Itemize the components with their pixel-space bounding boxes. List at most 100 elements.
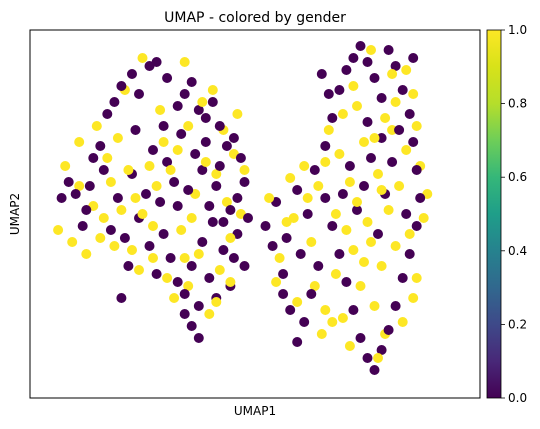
point-value-0: [218, 245, 229, 255]
point-value-1: [67, 237, 78, 247]
point-value-1: [383, 205, 394, 215]
point-value-0: [397, 273, 408, 283]
colorbar-tick-label: 0.8: [508, 97, 527, 111]
point-value-1: [74, 137, 85, 147]
point-value-0: [348, 53, 359, 63]
point-value-0: [278, 289, 289, 299]
point-value-0: [362, 353, 373, 363]
point-value-0: [151, 269, 162, 279]
point-value-0: [207, 97, 218, 107]
point-value-0: [302, 209, 313, 219]
point-value-0: [197, 165, 208, 175]
point-value-1: [116, 205, 127, 215]
point-value-0: [239, 261, 250, 271]
colorbar-tick-label: 0.2: [508, 317, 527, 331]
point-value-1: [179, 253, 190, 263]
point-value-0: [299, 317, 310, 327]
point-value-0: [155, 197, 166, 207]
point-value-1: [274, 253, 285, 263]
point-value-1: [359, 257, 369, 267]
point-value-0: [193, 301, 204, 311]
point-value-0: [176, 129, 187, 139]
point-value-1: [359, 137, 369, 147]
point-value-0: [179, 309, 190, 319]
point-value-0: [207, 217, 218, 227]
point-value-0: [200, 137, 211, 147]
point-value-0: [179, 289, 190, 299]
point-value-0: [130, 125, 141, 135]
point-value-1: [183, 121, 194, 131]
point-value-0: [235, 153, 246, 163]
point-value-0: [341, 65, 352, 75]
point-value-0: [116, 293, 127, 303]
point-value-0: [179, 89, 190, 99]
point-value-0: [309, 165, 320, 175]
point-value-1: [179, 57, 190, 67]
point-value-0: [183, 185, 194, 195]
point-value-1: [60, 161, 71, 171]
point-value-1: [148, 221, 158, 231]
point-value-1: [408, 89, 419, 99]
point-value-1: [169, 293, 180, 303]
point-value-1: [155, 105, 166, 115]
point-value-0: [376, 345, 387, 355]
point-value-0: [134, 89, 144, 99]
point-value-1: [211, 169, 222, 179]
point-value-1: [109, 241, 120, 251]
plot-frame: [29, 29, 481, 399]
point-value-0: [228, 253, 239, 263]
point-value-1: [348, 81, 359, 91]
colorbar-tick-label: 0.4: [508, 244, 527, 258]
point-value-1: [387, 125, 398, 135]
point-value-0: [81, 205, 92, 215]
point-value-1: [225, 233, 236, 243]
point-value-1: [348, 245, 359, 255]
point-value-0: [123, 261, 134, 271]
point-value-0: [415, 193, 426, 203]
point-value-0: [158, 121, 169, 131]
point-value-1: [200, 157, 211, 167]
point-value-1: [183, 281, 194, 291]
point-value-1: [355, 281, 366, 291]
point-value-0: [327, 113, 338, 123]
point-value-1: [95, 233, 106, 243]
point-value-0: [408, 137, 419, 147]
point-value-1: [158, 137, 169, 147]
point-value-1: [334, 149, 345, 159]
point-value-1: [302, 193, 313, 203]
point-value-1: [327, 317, 338, 327]
point-value-0: [383, 325, 394, 335]
point-value-0: [334, 85, 345, 95]
point-value-0: [197, 237, 208, 247]
point-value-0: [327, 221, 338, 231]
point-value-0: [369, 365, 380, 375]
point-value-1: [197, 97, 208, 107]
point-value-1: [239, 165, 250, 175]
point-value-1: [91, 121, 102, 131]
point-value-1: [98, 213, 109, 223]
point-value-1: [306, 237, 317, 247]
point-value-1: [376, 261, 387, 271]
point-value-0: [218, 217, 229, 227]
point-value-1: [352, 197, 362, 207]
point-value-1: [341, 225, 352, 235]
point-value-0: [165, 253, 176, 263]
point-value-0: [109, 97, 120, 107]
point-value-1: [53, 225, 64, 235]
point-value-0: [387, 157, 398, 167]
point-value-0: [141, 189, 151, 199]
point-value-1: [362, 217, 373, 227]
point-value-0: [204, 273, 215, 283]
point-value-1: [320, 305, 331, 315]
point-value-1: [214, 265, 225, 275]
point-value-0: [214, 161, 225, 171]
point-value-0: [278, 269, 289, 279]
point-value-0: [316, 69, 327, 79]
point-value-1: [134, 265, 144, 275]
point-value-1: [299, 161, 310, 171]
point-value-1: [105, 177, 116, 187]
point-value-0: [383, 45, 394, 55]
point-value-0: [193, 105, 204, 115]
point-value-0: [373, 229, 383, 239]
